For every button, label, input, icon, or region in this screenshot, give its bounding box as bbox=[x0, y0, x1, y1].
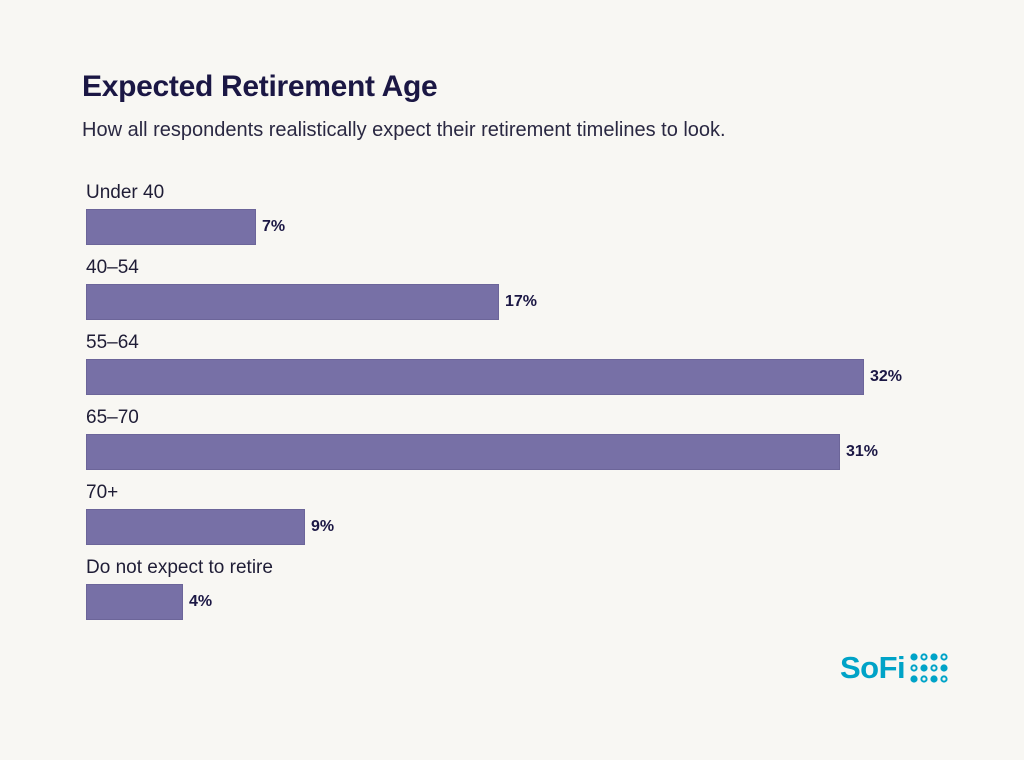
bar-row: 65–70 31% bbox=[86, 407, 986, 477]
value-label: 32% bbox=[870, 368, 903, 385]
bar bbox=[86, 434, 840, 470]
value-label: 17% bbox=[505, 293, 538, 310]
chart-subtitle: How all respondents realistically expect… bbox=[82, 119, 726, 141]
value-label: 4% bbox=[189, 593, 213, 610]
category-label: 55–64 bbox=[86, 332, 139, 353]
chart-title: Expected Retirement Age bbox=[82, 70, 438, 103]
bar bbox=[86, 359, 864, 395]
bar bbox=[86, 284, 499, 320]
bar-row: Do not expect to retire 4% bbox=[86, 557, 986, 627]
bar-chart: Under 40 7% 40–54 17% 55–64 32% 65–70 31% 70+ 9% D… bbox=[86, 182, 986, 632]
category-label: 70+ bbox=[86, 482, 119, 503]
sofi-logo: SoFi bbox=[840, 652, 948, 683]
bar-row: 70+ 9% bbox=[86, 482, 986, 552]
category-label: Under 40 bbox=[86, 182, 165, 203]
value-label: 7% bbox=[262, 218, 286, 235]
bar-row: Under 40 7% bbox=[86, 182, 986, 252]
bar bbox=[86, 209, 256, 245]
value-label: 9% bbox=[311, 518, 335, 535]
bar-row: 40–54 17% bbox=[86, 257, 986, 327]
category-label: Do not expect to retire bbox=[86, 557, 273, 578]
bar bbox=[86, 509, 305, 545]
bar-row: 55–64 32% bbox=[86, 332, 986, 402]
value-label: 31% bbox=[846, 443, 879, 460]
category-label: 40–54 bbox=[86, 257, 139, 278]
sofi-dots-icon bbox=[910, 652, 948, 683]
bar bbox=[86, 584, 183, 620]
category-label: 65–70 bbox=[86, 407, 139, 428]
sofi-logo-text: SoFi bbox=[840, 650, 906, 685]
